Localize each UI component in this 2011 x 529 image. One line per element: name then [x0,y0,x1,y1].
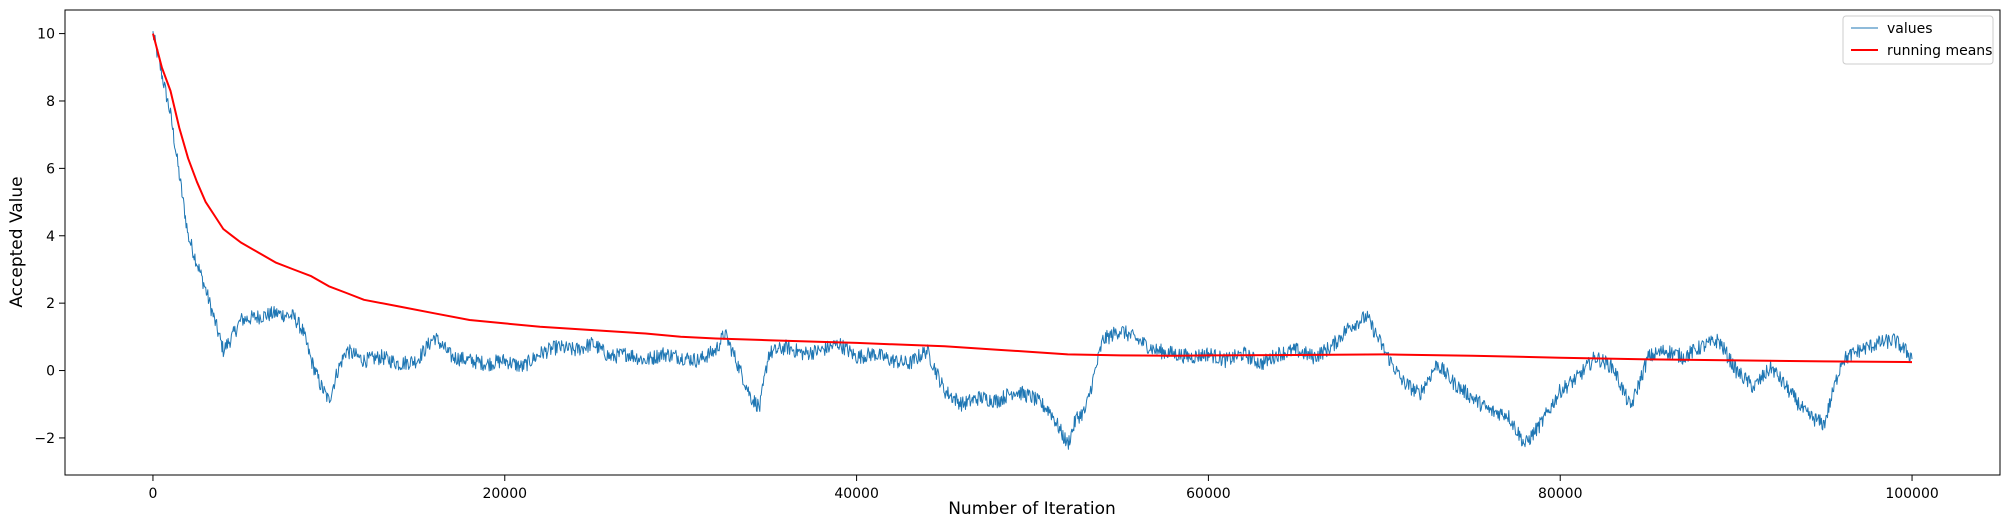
x-tick-label: 100000 [1885,486,1938,502]
y-tick-label: 8 [46,94,55,110]
y-tick-label: −2 [34,431,55,447]
plot-frame [64,9,2001,476]
x-tick-label: 40000 [834,486,879,502]
legend-label-values: values [1887,21,1933,37]
legend-frame [1842,15,1994,65]
x-tick-label: 20000 [482,486,527,502]
y-axis: −2 0 2 4 6 8 10 [34,27,65,447]
x-axis: 0 20000 40000 60000 80000 100000 [148,475,1939,502]
y-tick-label: 0 [46,364,55,380]
series-values-line [152,31,1913,450]
x-axis-label: Number of Iteration [948,499,1116,519]
x-tick-label: 60000 [1186,486,1231,502]
legend-label-running-means: running means [1887,43,1992,59]
series-running-means-line [152,33,1913,364]
y-tick-label: 10 [37,27,55,43]
x-tick-label: 80000 [1538,486,1583,502]
y-tick-label: 2 [46,296,55,312]
y-axis-label: Accepted Value [7,176,27,307]
legend: values running means [1842,15,1994,65]
y-tick-label: 4 [46,229,55,245]
series-layer [152,31,1913,450]
x-tick-label: 0 [148,486,157,502]
y-tick-label: 6 [46,161,55,177]
